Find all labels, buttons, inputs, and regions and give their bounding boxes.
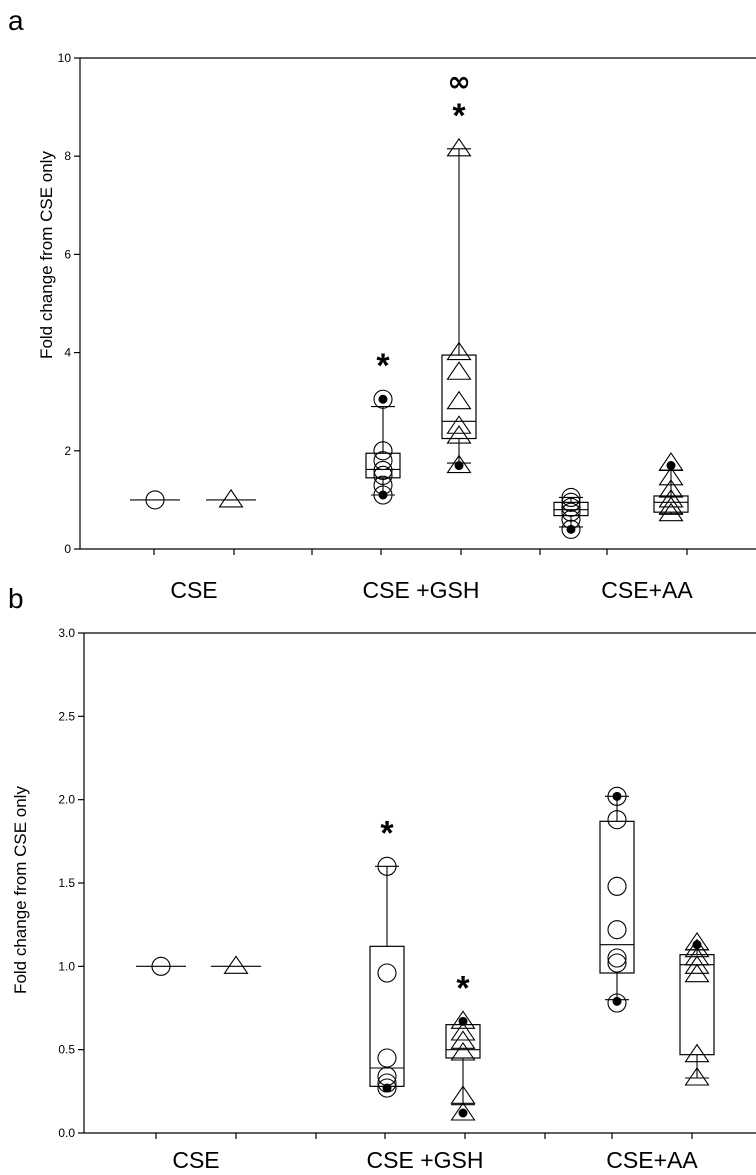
data-point-triangle bbox=[446, 425, 472, 444]
outlier-point bbox=[378, 394, 388, 404]
outlier-point bbox=[382, 1083, 392, 1093]
x-category-label: CSE +GSH bbox=[367, 1147, 484, 1173]
outlier-point bbox=[454, 461, 464, 471]
box-iqr bbox=[441, 354, 477, 440]
data-point-circle bbox=[607, 953, 627, 973]
data-point-triangle bbox=[658, 452, 684, 471]
data-point-circle bbox=[607, 993, 627, 1013]
data-point-circle bbox=[151, 956, 171, 976]
y-tick-label: 1.5 bbox=[58, 876, 75, 890]
data-point-circle bbox=[561, 502, 581, 522]
box-iqr bbox=[599, 820, 635, 974]
y-tick-label: 0.0 bbox=[58, 1126, 75, 1140]
x-category-label: CSE+AA bbox=[601, 577, 693, 603]
outlier-point bbox=[612, 791, 622, 801]
y-tick-label: 1.0 bbox=[58, 959, 75, 973]
data-point-triangle bbox=[446, 137, 472, 157]
data-point-triangle bbox=[450, 1022, 476, 1041]
data-point-triangle bbox=[658, 496, 684, 515]
y-tick-label: 0.5 bbox=[58, 1043, 75, 1057]
data-point-circle bbox=[373, 451, 393, 471]
data-point-triangle bbox=[446, 361, 472, 380]
data-point-triangle bbox=[658, 479, 684, 498]
data-point-circle bbox=[373, 389, 393, 409]
y-axis-label: Fold change from CSE only bbox=[11, 786, 30, 994]
box-iqr bbox=[445, 1024, 481, 1059]
data-point-circle bbox=[607, 810, 627, 830]
data-point-triangle bbox=[446, 415, 472, 434]
box-iqr bbox=[365, 452, 401, 479]
panel-b: b 0.0 0.5 1.0 1.5 2.0 2.5 3.0 Fold change from C… bbox=[8, 583, 756, 1173]
y-tick-label: 2 bbox=[64, 444, 71, 458]
data-point-circle bbox=[607, 948, 627, 968]
y-tick-label: 8 bbox=[64, 149, 71, 163]
data-point-circle bbox=[607, 786, 627, 806]
outlier-point bbox=[458, 1016, 468, 1026]
y-tick-label: 2.0 bbox=[58, 793, 75, 807]
data-point-triangle bbox=[450, 1010, 476, 1029]
y-tick-label: 4 bbox=[64, 346, 71, 360]
y-tick-label: 10 bbox=[58, 51, 72, 65]
data-point-triangle bbox=[446, 390, 472, 410]
y-tick-label: 2.5 bbox=[58, 709, 75, 723]
outlier-point bbox=[666, 461, 676, 471]
data-point-triangle bbox=[658, 502, 684, 522]
box-iqr bbox=[369, 945, 405, 1087]
significance-asterisk: * bbox=[380, 814, 394, 852]
data-point-circle bbox=[373, 485, 393, 505]
data-point-triangle bbox=[658, 488, 684, 508]
data-point-circle bbox=[377, 963, 397, 983]
data-point-triangle bbox=[446, 341, 472, 361]
x-category-label: CSE bbox=[170, 577, 217, 603]
data-point-triangle bbox=[658, 466, 684, 486]
data-point-triangle bbox=[684, 1043, 710, 1063]
data-point-triangle bbox=[218, 488, 244, 508]
significance-asterisk: * bbox=[376, 347, 390, 385]
outlier-point bbox=[692, 940, 702, 950]
data-point-triangle bbox=[223, 955, 249, 974]
panel-letter: a bbox=[8, 5, 24, 36]
box-iqr bbox=[553, 501, 589, 517]
data-point-circle bbox=[377, 1078, 397, 1098]
data-point-circle bbox=[373, 441, 393, 461]
y-tick-label: 3.0 bbox=[58, 626, 75, 640]
data-point-triangle bbox=[446, 454, 472, 474]
data-point-triangle bbox=[450, 1085, 476, 1104]
data-point-circle bbox=[561, 519, 581, 539]
data-point-circle bbox=[377, 856, 397, 876]
x-category-label: CSE+AA bbox=[606, 1147, 698, 1173]
significance-infinity: ∞ bbox=[447, 65, 470, 98]
data-point-circle bbox=[377, 1048, 397, 1068]
outlier-point bbox=[612, 996, 622, 1006]
panel-letter: b bbox=[8, 583, 24, 614]
panel-a: a 0 2 4 6 8 10 Fold change from CSE only CSE CSE … bbox=[8, 5, 756, 603]
y-tick-label: 0 bbox=[64, 542, 71, 556]
data-point-triangle bbox=[450, 1042, 476, 1061]
data-point-circle bbox=[561, 487, 581, 507]
data-point-circle bbox=[373, 460, 393, 480]
outlier-point bbox=[378, 490, 388, 500]
y-axis-label: Fold change from CSE only bbox=[37, 151, 56, 359]
x-category-label: CSE bbox=[172, 1147, 219, 1173]
outlier-point bbox=[566, 524, 576, 534]
box-iqr bbox=[679, 954, 715, 1056]
outlier-point bbox=[458, 1108, 468, 1118]
y-tick-label: 6 bbox=[64, 247, 71, 261]
data-point-circle bbox=[373, 465, 393, 485]
data-point-circle bbox=[145, 490, 165, 510]
data-point-circle bbox=[607, 920, 627, 940]
data-point-triangle bbox=[684, 932, 710, 951]
data-point-circle bbox=[561, 492, 581, 512]
data-point-triangle bbox=[684, 938, 710, 958]
significance-asterisk: * bbox=[456, 969, 470, 1007]
data-point-triangle bbox=[684, 1067, 710, 1086]
data-point-triangle bbox=[450, 1102, 476, 1121]
x-category-label: CSE +GSH bbox=[363, 577, 480, 603]
data-point-circle bbox=[607, 876, 627, 896]
significance-asterisk: * bbox=[452, 97, 466, 135]
data-point-circle bbox=[561, 497, 581, 517]
